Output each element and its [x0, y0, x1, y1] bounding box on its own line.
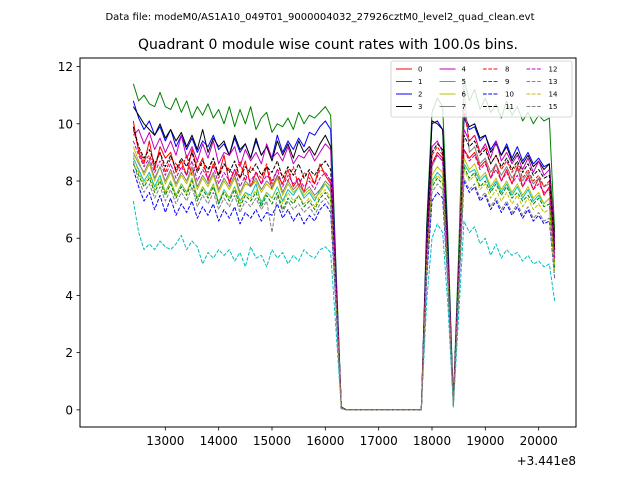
- x-tick-label: 16000: [306, 434, 344, 448]
- legend-label-9: 9: [505, 78, 509, 86]
- x-tick-label: 13000: [146, 434, 184, 448]
- series-line-5: [132, 157, 556, 411]
- x-tick-label: 15000: [253, 434, 291, 448]
- legend-label-8: 8: [505, 66, 509, 74]
- legend-label-4: 4: [462, 66, 467, 74]
- legend-label-5: 5: [462, 78, 466, 86]
- chart-title: Quadrant 0 module wise count rates with …: [138, 37, 518, 53]
- legend-label-7: 7: [462, 103, 466, 111]
- y-tick-label: 12: [58, 60, 73, 74]
- x-axis: 13000 14000 15000 16000 17000 18000 19000 20000: [146, 427, 558, 448]
- y-tick-label: 4: [65, 289, 73, 303]
- legend-label-11: 11: [505, 103, 514, 111]
- y-tick-label: 10: [58, 117, 73, 131]
- legend-label-6: 6: [462, 91, 467, 99]
- series-line-7: [132, 86, 556, 411]
- series-line-12: [132, 140, 556, 411]
- legend-label-3: 3: [418, 103, 422, 111]
- legend-label-1: 1: [418, 78, 422, 86]
- figure-suptitle: Data file: modeM0/AS1A10_049T01_90000040…: [105, 12, 534, 23]
- series-line-1: [132, 77, 556, 411]
- series-line-15: [132, 160, 556, 411]
- series-line-13: [132, 200, 556, 411]
- x-tick-label: 19000: [466, 434, 504, 448]
- series-line-9: [132, 163, 556, 411]
- series-line-0: [132, 120, 556, 411]
- plot-area: 13000 14000 15000 16000 17000 18000 19000 20000…: [58, 57, 577, 468]
- y-axis: 0 2 4 6 8 10 12: [58, 60, 80, 417]
- axes-frame: [79, 57, 577, 428]
- series-line-3: [132, 106, 556, 411]
- series-layer: [132, 77, 556, 411]
- legend-label-13: 13: [549, 78, 558, 86]
- legend-label-0: 0: [418, 66, 422, 74]
- legend-label-15: 15: [549, 103, 558, 111]
- series-line-11: [132, 126, 556, 411]
- legend-label-2: 2: [418, 91, 422, 99]
- legend-label-10: 10: [505, 91, 514, 99]
- y-tick-label: 0: [65, 403, 73, 417]
- legend-label-14: 14: [549, 91, 558, 99]
- x-offset-label: +3.441e8: [517, 454, 576, 468]
- y-tick-label: 8: [65, 175, 73, 189]
- series-line-14: [132, 155, 556, 411]
- x-tick-label: 14000: [200, 434, 238, 448]
- x-tick-label: 20000: [520, 434, 558, 448]
- y-tick-label: 6: [65, 232, 73, 246]
- x-tick-label: 17000: [360, 434, 398, 448]
- legend-box: [390, 60, 573, 118]
- x-tick-label: 18000: [413, 434, 451, 448]
- series-line-6: [132, 146, 556, 411]
- legend-label-12: 12: [549, 66, 558, 74]
- y-tick-label: 2: [65, 346, 73, 360]
